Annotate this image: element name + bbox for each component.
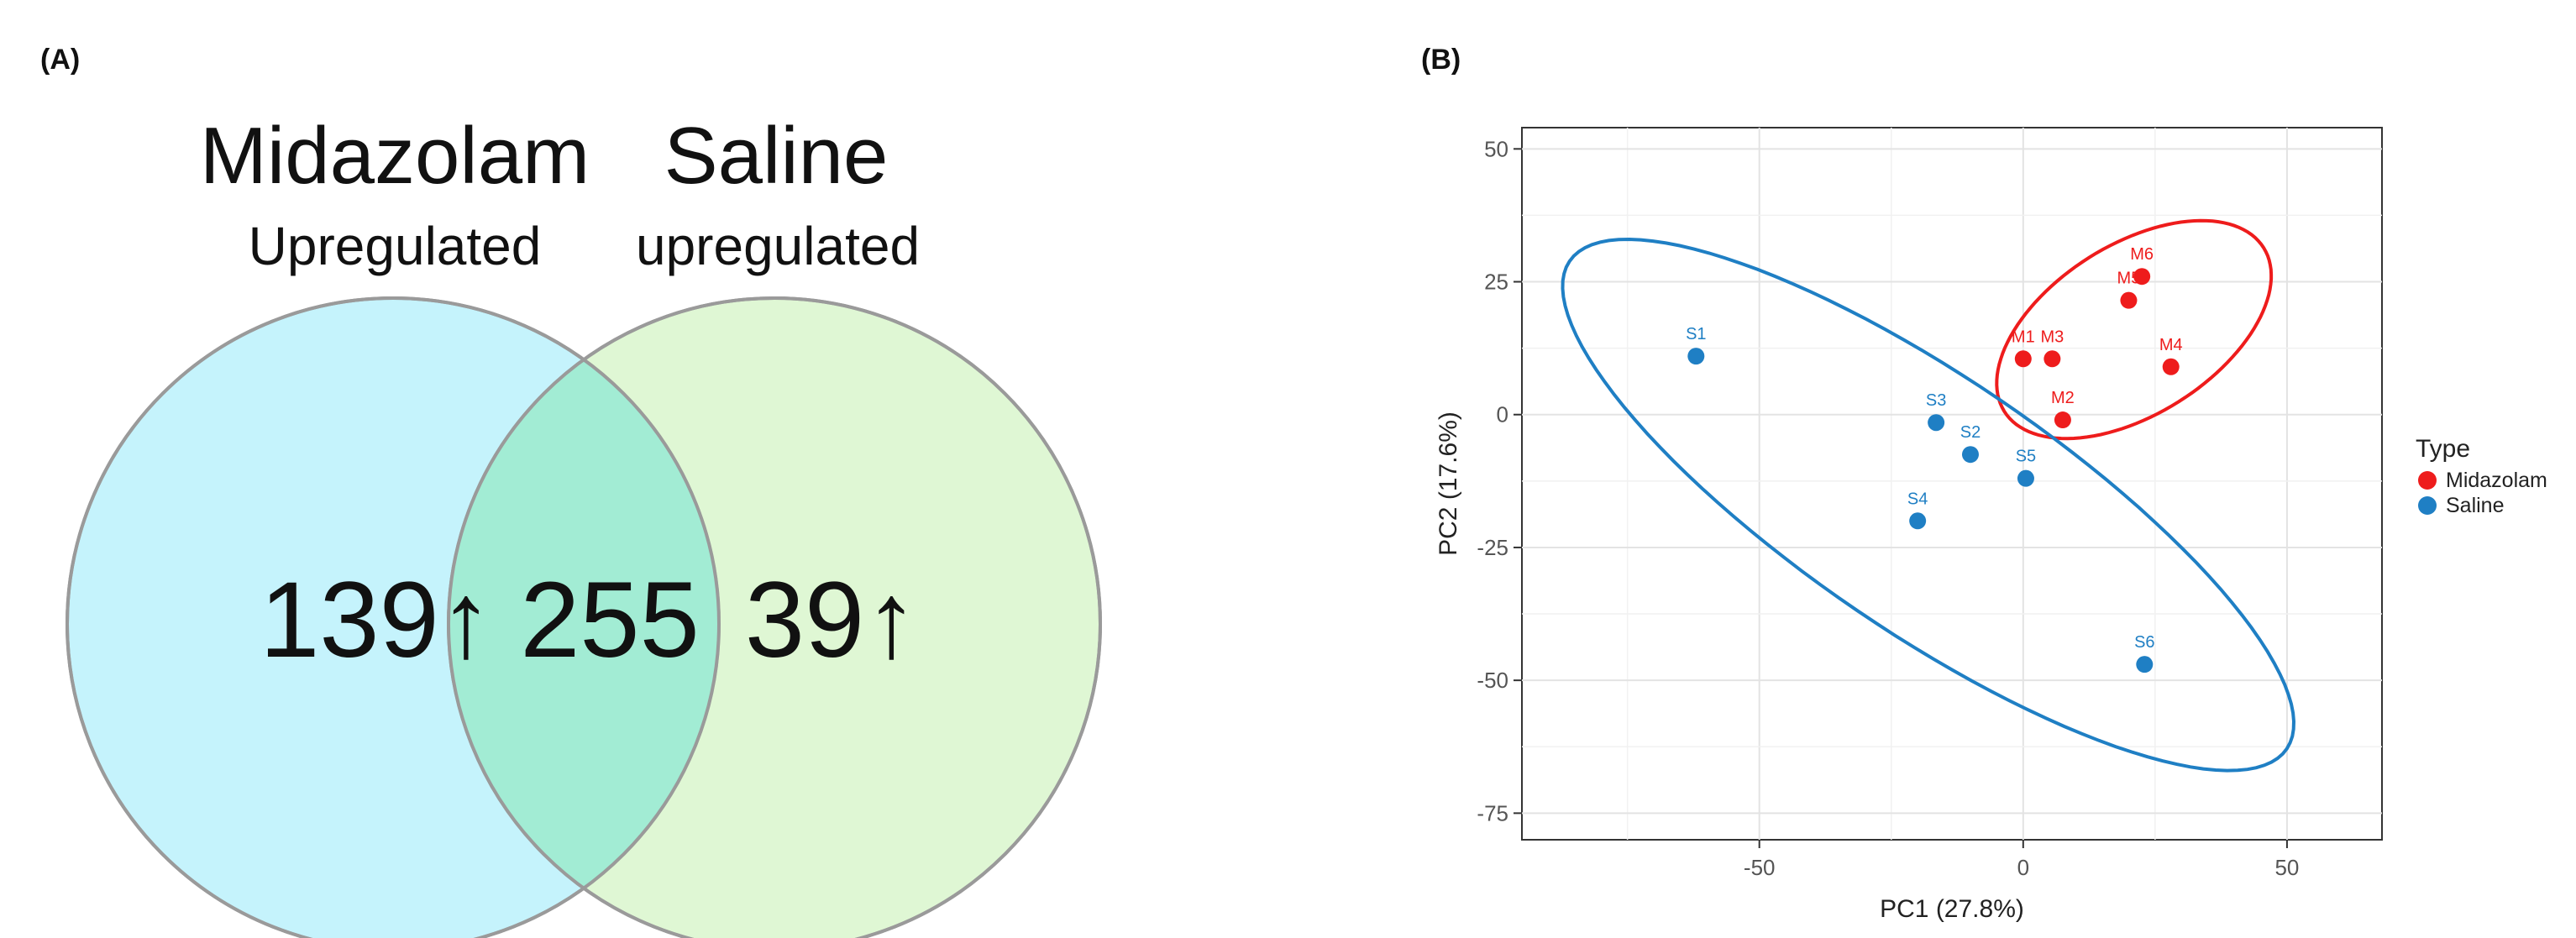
plot-background	[1521, 127, 2383, 841]
panel-a-label: (A)	[40, 44, 81, 76]
x-axis-label: PC1 (27.8%)	[1880, 895, 2024, 923]
point-m4	[2162, 358, 2180, 375]
legend-label-saline: Saline	[2446, 494, 2505, 517]
x-tick-label: -50	[1744, 855, 1776, 880]
point-s6	[2136, 656, 2154, 673]
ellipse-saline	[1561, 237, 2296, 773]
ellipse-midazolam	[1995, 218, 2274, 441]
y-axis-label: PC2 (17.6%)	[1435, 411, 1462, 556]
legend-title: Type	[2416, 435, 2470, 463]
point-label-m6: M6	[2130, 245, 2154, 264]
venn-intersection	[449, 359, 720, 888]
point-m5	[2120, 291, 2138, 309]
confidence-ellipses	[1561, 218, 2296, 773]
point-label-m4: M4	[2159, 336, 2183, 354]
y-tick-label: 25	[1484, 270, 1508, 295]
venn-value-midazolam-only: 139↑	[260, 560, 493, 680]
legend-label-midazolam: Midazolam	[2446, 469, 2547, 492]
panel-b-label: (B)	[1421, 44, 1461, 76]
point-label-m2: M2	[2051, 389, 2075, 407]
x-tick-label: 50	[2274, 855, 2299, 880]
legend-swatch-midazolam	[2418, 471, 2437, 490]
y-tick-label: -25	[1477, 535, 1508, 560]
point-m2	[2054, 411, 2071, 429]
venn-subtitle-midazolam: Upregulated	[249, 216, 542, 276]
up-arrow-icon: ↑	[864, 560, 918, 680]
point-s1	[1687, 348, 1705, 365]
point-m1	[2014, 350, 2032, 368]
venn-subtitle-saline: upregulated	[636, 216, 920, 276]
point-s5	[2017, 469, 2034, 487]
y-tick-label: 0	[1497, 402, 1508, 427]
point-label-s1: S1	[1686, 325, 1706, 343]
point-label-m3: M3	[2040, 328, 2064, 346]
venn-outline-saline	[447, 296, 1102, 938]
axis-ticks: -50 0 50 50 25 0 -25 -50 -75	[1477, 136, 2299, 880]
venn-outline-midazolam	[66, 296, 721, 938]
y-tick-label: 50	[1484, 136, 1508, 161]
venn-title-saline: Saline	[664, 111, 889, 201]
point-label-s5: S5	[2016, 448, 2036, 466]
x-tick-label: 0	[2017, 855, 2029, 880]
venn-diagram: Midazolam Upregulated Saline upregulated…	[66, 111, 1102, 938]
up-arrow-icon: ↑	[439, 560, 493, 680]
venn-value-saline-only: 39↑	[745, 560, 918, 680]
point-label-s4: S4	[1907, 490, 1928, 508]
legend-swatch-saline	[2418, 496, 2437, 515]
venn-title-midazolam: Midazolam	[200, 111, 590, 201]
point-m6	[2133, 268, 2151, 286]
point-label-s6: S6	[2134, 633, 2154, 652]
point-label-s2: S2	[1960, 423, 1981, 442]
point-m3	[2043, 350, 2061, 368]
point-label-m1: M1	[2012, 328, 2035, 346]
point-s4	[1909, 512, 1927, 530]
point-s2	[1961, 446, 1979, 464]
venn-value-intersection: 255	[520, 560, 700, 680]
point-s3	[1928, 414, 1945, 432]
y-tick-label: -75	[1477, 800, 1508, 825]
point-label-s3: S3	[1926, 391, 1946, 410]
y-tick-label: -50	[1477, 668, 1508, 693]
